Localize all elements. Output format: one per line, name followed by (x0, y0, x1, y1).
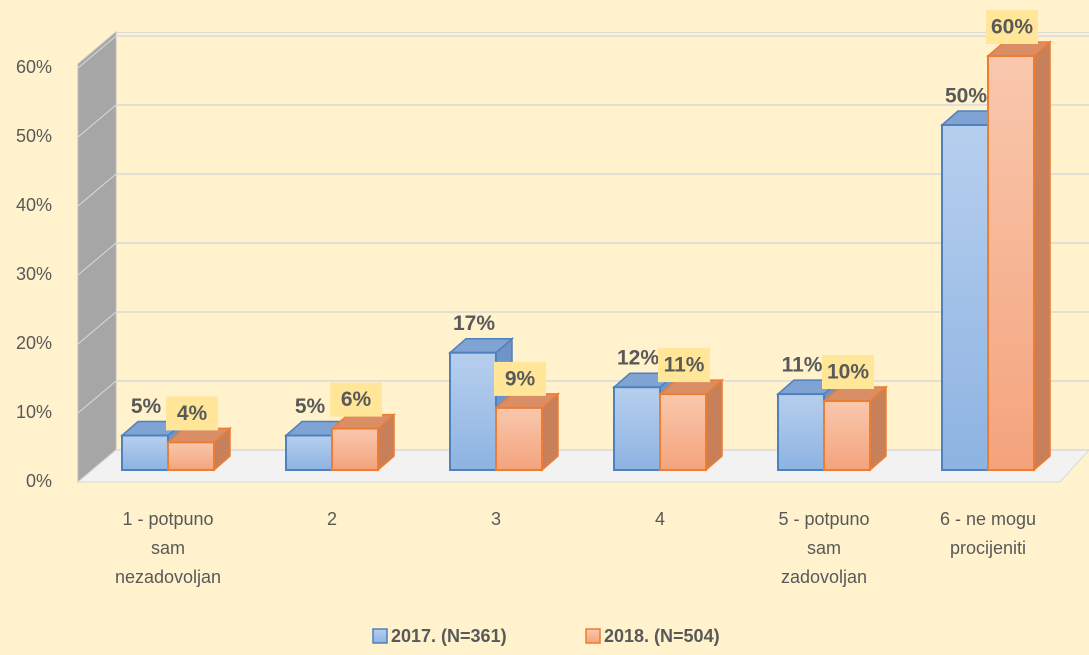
bar-front (987, 55, 1035, 471)
grid-line-side (77, 35, 117, 69)
x-tick-line: 3 (491, 509, 501, 529)
x-tick-line: 1 - potpuno (122, 509, 213, 529)
bar-front (331, 427, 379, 472)
x-tick-line: 4 (655, 509, 665, 529)
bar-front (941, 124, 989, 471)
x-tick-label: 2 (327, 509, 337, 529)
legend-swatch (585, 628, 601, 644)
value-label: 11% (664, 354, 705, 377)
x-tick-line: 6 - ne mogu (940, 509, 1036, 529)
value-label: 4% (177, 402, 208, 425)
grid-line-side (77, 449, 117, 483)
x-tick-line: 5 - potpuno (778, 509, 869, 529)
value-label-box (658, 348, 710, 383)
bar-front (777, 393, 825, 472)
bar-front (285, 434, 333, 471)
x-tick-label: 5 - potpuno sam zadovoljan (778, 509, 869, 587)
x-tick-line: 2 (327, 509, 337, 529)
legend-swatch (372, 628, 388, 644)
bar-front (121, 434, 169, 471)
bar (822, 385, 888, 472)
x-tick-label: 1 - potpuno sam nezadovoljan (115, 509, 221, 587)
y-tick-label: 40% (16, 195, 52, 215)
value-label: 9% (505, 367, 536, 390)
value-label: 17% (453, 312, 495, 335)
value-label: 10% (827, 361, 869, 384)
x-tick-label: 6 - ne mogu procijeniti (940, 509, 1036, 558)
value-label-box (166, 396, 218, 431)
x-tick-line: nezadovoljan (115, 567, 221, 587)
y-tick-label: 10% (16, 402, 52, 422)
grid-line-side (77, 173, 117, 207)
value-label: 50% (945, 85, 987, 108)
bar-side (1033, 40, 1051, 472)
bar-side (705, 378, 723, 472)
y-tick-label: 20% (16, 333, 52, 353)
bar (494, 392, 560, 472)
value-label-box (494, 361, 546, 396)
bar-front (449, 351, 497, 472)
y-tick-label: 30% (16, 264, 52, 284)
x-tick-line: sam (807, 538, 841, 558)
bar-front (659, 393, 707, 472)
bar (330, 412, 396, 472)
value-label: 12% (617, 347, 659, 370)
grid-line-side (77, 380, 117, 414)
grid-line-side (77, 311, 117, 345)
bar (166, 426, 232, 472)
legend-label: 2017. (N=361) (391, 626, 507, 646)
bar-front (613, 386, 661, 472)
side-wall (77, 30, 117, 484)
value-label-box (330, 382, 382, 417)
y-tick-label: 0% (26, 471, 52, 491)
y-tick-label: 50% (16, 126, 52, 146)
back-wall-top (116, 32, 1089, 33)
grid-line-side (77, 104, 117, 138)
x-tick-line: sam (151, 538, 185, 558)
bar-front (167, 441, 215, 471)
value-label-box (986, 10, 1038, 44)
value-label: 5% (131, 395, 162, 418)
x-tick-label: 3 (491, 509, 501, 529)
bar-front (495, 406, 543, 471)
bar (658, 378, 724, 472)
y-tick-label: 60% (16, 57, 52, 77)
x-tick-line: procijeniti (950, 538, 1026, 558)
bar-front (823, 400, 871, 471)
value-label: 5% (295, 395, 326, 418)
value-label: 6% (341, 388, 372, 411)
grid-line-side (77, 242, 117, 276)
legend-label: 2018. (N=504) (604, 626, 720, 646)
value-label: 11% (782, 354, 823, 377)
value-label-box (822, 355, 874, 389)
bar (986, 40, 1052, 472)
x-tick-line: zadovoljan (781, 567, 867, 587)
value-label: 60% (991, 16, 1033, 39)
x-tick-label: 4 (655, 509, 665, 529)
